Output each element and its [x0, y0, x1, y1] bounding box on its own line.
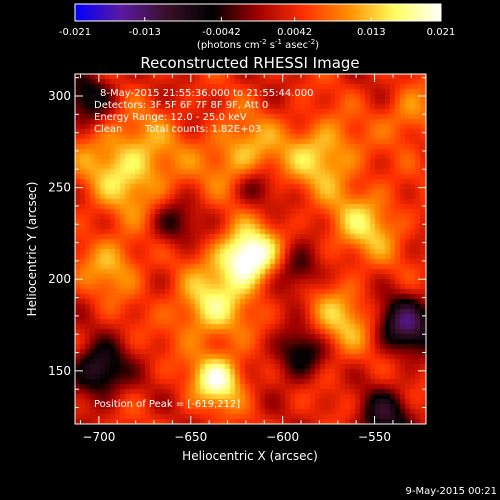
info-time-range: 8-May-2015 21:55:36.000 to 21:55:44.000 [100, 88, 313, 99]
x-tick-label: −550 [358, 430, 391, 444]
y-tick-label: 300 [48, 89, 71, 103]
heatmap-canvas [75, 74, 426, 424]
colorbar-tick-label: 0.021 [427, 27, 456, 38]
colorbar-tick-label: 0.0042 [277, 27, 312, 38]
info-total-counts: Total counts: 1.82E+03 [144, 124, 261, 135]
x-tick-label: −600 [266, 430, 299, 444]
peak-position-label: Position of Peak = [-619,212] [94, 399, 240, 410]
colorbar-tick-label: -0.0042 [202, 27, 241, 38]
colorbar-unit-label: (photons cm-2 s-1 asec-2) [197, 38, 319, 51]
y-tick-label: 250 [48, 181, 71, 195]
chart-title: Reconstructed RHESSI Image [140, 54, 359, 72]
colorbar-tick-label: 0.013 [357, 27, 386, 38]
heatmap-container [75, 74, 426, 424]
y-tick-label: 150 [48, 364, 71, 378]
plot-frame [74, 73, 427, 425]
x-tick-label: −700 [82, 430, 115, 444]
info-detectors: Detectors: 3F 5F 6F 7F 8F 9F, Att 0 [94, 100, 268, 111]
footer-timestamp: 9-May-2015 00:21 [405, 486, 497, 497]
info-method: Clean [94, 124, 122, 135]
info-energy-range: Energy Range: 12.0 - 25.0 keV [94, 112, 247, 123]
x-axis-label: Heliocentric X (arcsec) [182, 449, 318, 463]
y-tick-label: 200 [48, 272, 71, 286]
colorbar-ticks: -0.021 -0.013 -0.0042 0.0042 0.013 0.021 [59, 17, 455, 38]
colorbar [74, 3, 442, 22]
axes: −700 −650 −600 −550 150 200 250 300 [48, 74, 426, 444]
x-tick-label: −650 [174, 430, 207, 444]
colorbar-tick-label: -0.021 [59, 27, 91, 38]
colorbar-tick-label: -0.013 [129, 27, 161, 38]
y-axis-label: Heliocentric Y (arcsec) [25, 182, 39, 317]
